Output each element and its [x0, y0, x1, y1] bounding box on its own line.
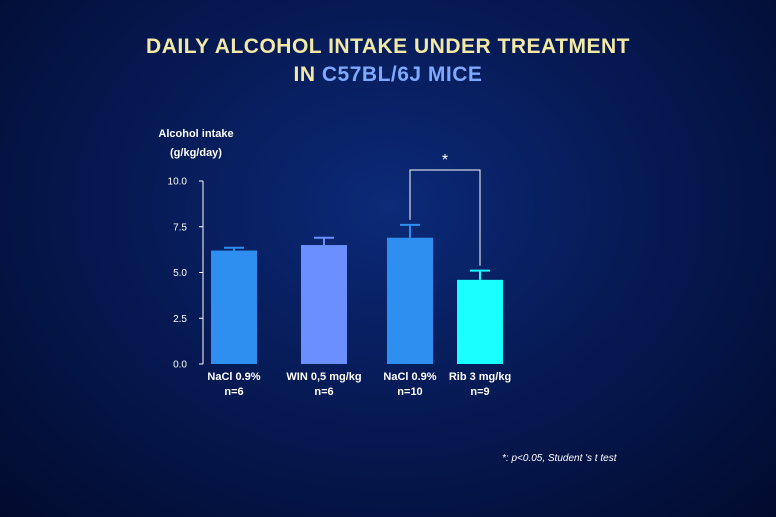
chart-title-highlight: C57BL/6J MICE [321, 63, 483, 86]
y-axis-label-line1: Alcohol intake [158, 128, 234, 140]
footnote: *: p<0.05, Student 's t test [502, 453, 617, 464]
chart-title-line1: DAILY ALCOHOL INTAKE UNDER TREATMENT [146, 35, 630, 58]
chart-title-line2: IN C57BL/6J MICE [0, 63, 776, 87]
x-category-label: NaCl 0.9% [207, 371, 260, 383]
significance-marker: * [442, 152, 448, 169]
significance-bracket [409, 169, 481, 266]
y-tick-label: 0.0 [173, 360, 187, 371]
y-tick-label: 2.5 [173, 314, 187, 325]
bar [301, 245, 347, 364]
x-category-label: WIN 0,5 mg/kg [286, 371, 361, 383]
bar [457, 279, 503, 364]
y-tick-label: 5.0 [173, 268, 187, 279]
x-category-label: NaCl 0.9% [383, 371, 436, 383]
x-n-label: n=10 [397, 386, 422, 398]
chart-title-prefix: IN [293, 63, 316, 86]
bar [211, 250, 257, 364]
y-tick-label: 7.5 [173, 222, 187, 233]
x-n-label: n=6 [224, 386, 243, 398]
x-category-label: Rib 3 mg/kg [449, 371, 511, 383]
x-n-label: n=6 [314, 386, 333, 398]
y-axis-label-line2: (g/kg/day) [170, 147, 222, 159]
bar [387, 237, 433, 364]
x-n-label: n=9 [470, 386, 489, 398]
y-tick-label: 10.0 [168, 177, 188, 188]
